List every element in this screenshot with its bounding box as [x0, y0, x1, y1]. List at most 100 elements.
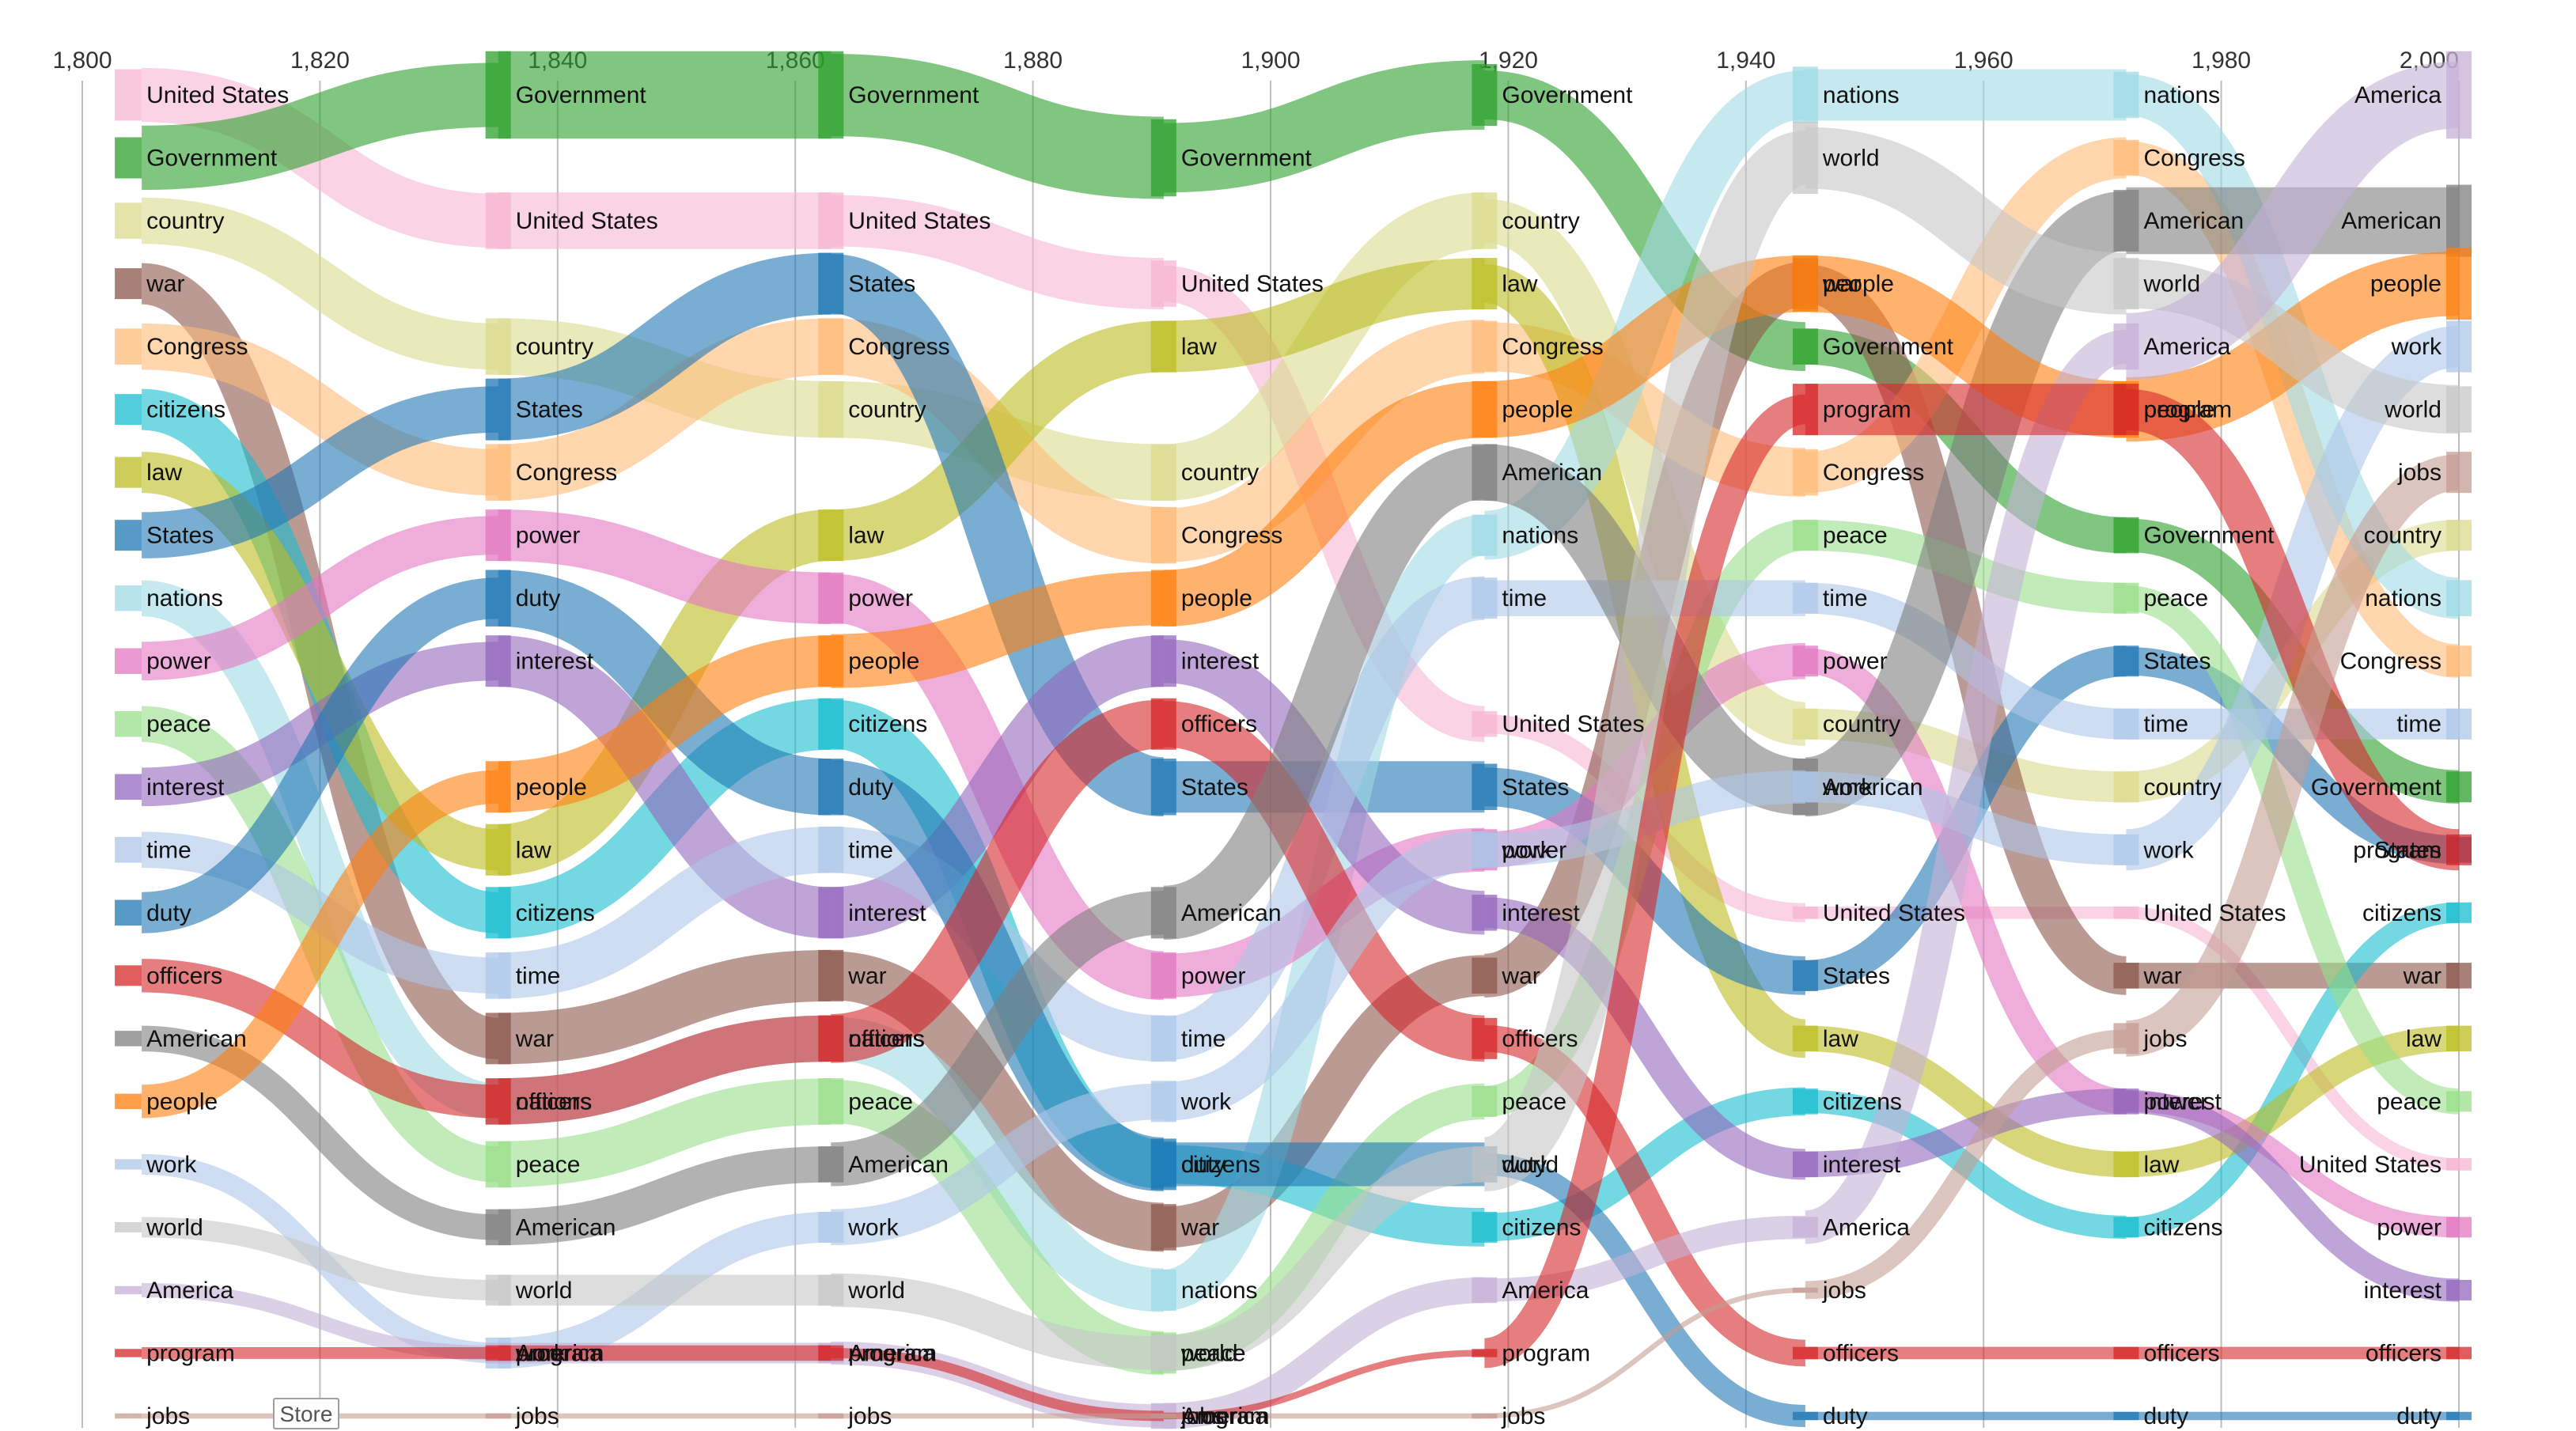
- node-duty-1[interactable]: [485, 570, 511, 627]
- flow-states-1[interactable]: [498, 252, 832, 441]
- flow-program-4[interactable]: [1483, 394, 1808, 1369]
- flow-people-4[interactable]: [1483, 255, 1806, 438]
- flow-people-1[interactable]: [498, 635, 832, 813]
- flow-duty-4[interactable]: [1484, 1153, 1806, 1427]
- node-united-states-6[interactable]: [2113, 907, 2139, 919]
- flow-congress-0[interactable]: [141, 323, 498, 496]
- flow-power-0[interactable]: [142, 516, 498, 681]
- flow-united-states-6[interactable]: [2126, 907, 2460, 1171]
- flow-officers-0[interactable]: [142, 959, 498, 1119]
- node-program-5[interactable]: [1792, 384, 1818, 436]
- node-country-6[interactable]: [2113, 771, 2139, 803]
- flow-interest-1[interactable]: [497, 635, 832, 939]
- node-world-2[interactable]: [818, 1274, 844, 1306]
- node-power-2[interactable]: [818, 572, 844, 624]
- flow-people-2[interactable]: [831, 571, 1164, 688]
- node-program-2[interactable]: [818, 1345, 844, 1361]
- flow-war-1[interactable]: [498, 949, 832, 1065]
- node-nations-6[interactable]: [2113, 71, 2139, 119]
- flow-world-0[interactable]: [142, 1217, 498, 1300]
- node-duty-3[interactable]: [1150, 1138, 1176, 1191]
- node-america-6[interactable]: [2113, 323, 2139, 370]
- node-law-1[interactable]: [485, 823, 511, 876]
- store-button-frame[interactable]: [273, 1398, 339, 1429]
- node-united-states-7[interactable]: [2446, 1158, 2472, 1171]
- node-country-0[interactable]: [115, 203, 142, 239]
- node-country-3[interactable]: [1150, 444, 1176, 501]
- flow-officers-3[interactable]: [1162, 700, 1486, 1062]
- node-interest-5[interactable]: [1792, 1151, 1818, 1178]
- node-power-0[interactable]: [115, 648, 142, 674]
- node-people-3[interactable]: [1150, 570, 1176, 627]
- node-united-states-1[interactable]: [485, 192, 511, 249]
- node-interest-1[interactable]: [485, 635, 511, 687]
- node-time-4[interactable]: [1472, 577, 1498, 619]
- flow-citizens-4[interactable]: [1484, 1087, 1805, 1242]
- node-officers-1[interactable]: [485, 1078, 511, 1125]
- flow-war-5[interactable]: [1803, 264, 2128, 995]
- flow-law-5[interactable]: [1805, 1025, 2127, 1178]
- node-states-1[interactable]: [485, 378, 511, 441]
- node-war-0[interactable]: [115, 268, 142, 300]
- node-congress-7[interactable]: [2446, 645, 2472, 677]
- flow-program-2[interactable]: [831, 1347, 1164, 1422]
- node-america-4[interactable]: [1472, 1277, 1498, 1304]
- node-american-2[interactable]: [818, 1146, 844, 1183]
- node-government-6[interactable]: [2113, 517, 2139, 554]
- flow-jobs-4[interactable]: [1484, 1287, 1805, 1419]
- node-duty-7[interactable]: [2446, 1411, 2472, 1421]
- node-power-3[interactable]: [1150, 952, 1176, 999]
- flow-law-3[interactable]: [1163, 258, 1485, 373]
- node-peace-0[interactable]: [115, 710, 142, 737]
- node-congress-1[interactable]: [485, 444, 511, 501]
- flow-time-5[interactable]: [1805, 582, 2127, 740]
- flow-citizens-6[interactable]: [2126, 902, 2460, 1238]
- node-jobs-6[interactable]: [2113, 1023, 2139, 1054]
- flow-american-3[interactable]: [1161, 445, 1487, 940]
- node-government-0[interactable]: [115, 137, 142, 179]
- flow-people-3[interactable]: [1162, 380, 1486, 627]
- flow-law-0[interactable]: [140, 452, 499, 871]
- node-country-7[interactable]: [2446, 520, 2472, 551]
- flow-world-6[interactable]: [2126, 259, 2460, 434]
- node-people-2[interactable]: [818, 635, 844, 687]
- node-america-5[interactable]: [1792, 1217, 1818, 1238]
- flow-world-5[interactable]: [1805, 127, 2127, 315]
- flow-interest-2[interactable]: [830, 635, 1165, 939]
- node-officers-6[interactable]: [2113, 1346, 2139, 1360]
- node-interest-4[interactable]: [1472, 895, 1498, 931]
- node-war-4[interactable]: [1472, 957, 1498, 994]
- node-people-4[interactable]: [1472, 380, 1498, 438]
- node-power-5[interactable]: [1792, 645, 1818, 677]
- node-peace-1[interactable]: [485, 1141, 511, 1188]
- node-power-1[interactable]: [485, 509, 511, 562]
- flow-jobs-6[interactable]: [2124, 454, 2460, 1057]
- node-congress-6[interactable]: [2113, 139, 2139, 176]
- node-people-0[interactable]: [115, 1093, 142, 1110]
- node-country-5[interactable]: [1792, 708, 1818, 740]
- flow-nations-0[interactable]: [140, 580, 500, 1120]
- node-nations-5[interactable]: [1792, 66, 1818, 123]
- node-peace-7[interactable]: [2446, 1091, 2472, 1112]
- node-program-6[interactable]: [2113, 384, 2139, 436]
- node-program-1[interactable]: [485, 1345, 511, 1361]
- node-law-3[interactable]: [1150, 320, 1176, 373]
- node-peace-6[interactable]: [2113, 582, 2139, 614]
- node-peace-4[interactable]: [1472, 1085, 1498, 1117]
- flow-country-3[interactable]: [1162, 192, 1486, 501]
- node-interest-3[interactable]: [1150, 635, 1176, 687]
- node-states-3[interactable]: [1150, 759, 1176, 816]
- flow-work-3[interactable]: [1162, 830, 1486, 1121]
- flow-power-5[interactable]: [1805, 648, 2127, 1115]
- node-duty-0[interactable]: [115, 899, 142, 926]
- node-jobs-7[interactable]: [2446, 452, 2472, 494]
- flow-officers-2[interactable]: [829, 699, 1165, 1063]
- node-interest-2[interactable]: [818, 887, 844, 939]
- node-country-1[interactable]: [485, 318, 511, 375]
- flow-united-states-2[interactable]: [831, 195, 1164, 310]
- flow-jobs-5[interactable]: [1805, 1029, 2127, 1300]
- node-officers-5[interactable]: [1792, 1346, 1818, 1360]
- node-american-7[interactable]: [2446, 184, 2472, 257]
- node-american-4[interactable]: [1472, 444, 1498, 501]
- node-government-4[interactable]: [1472, 64, 1498, 126]
